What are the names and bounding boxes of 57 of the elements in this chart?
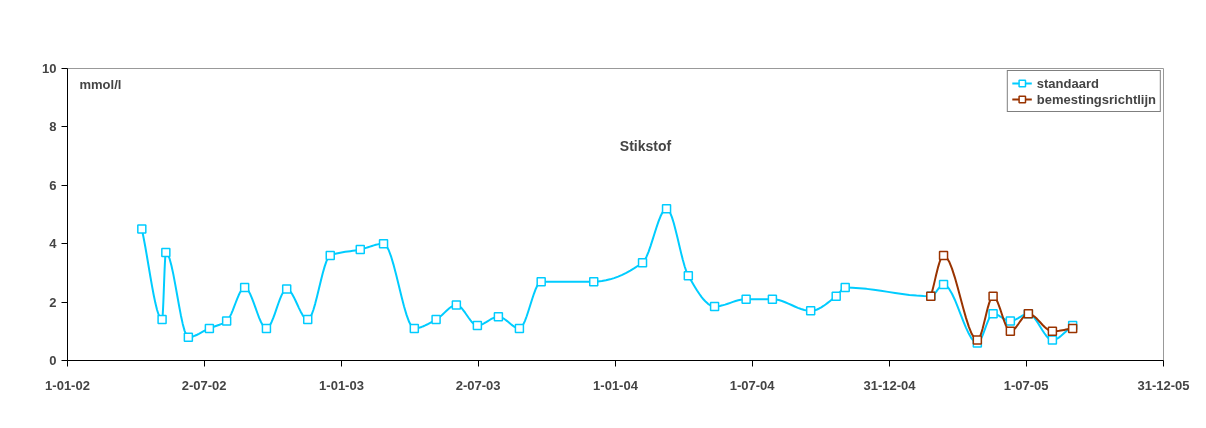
point	[204, 323, 215, 334]
point	[840, 282, 850, 293]
point	[183, 332, 194, 342]
point	[805, 306, 816, 316]
y-tick-label: 2	[49, 294, 57, 310]
point	[988, 291, 998, 302]
y-tick-label: 4	[49, 236, 58, 252]
y-tick-label: 6	[49, 177, 57, 193]
point	[988, 309, 998, 319]
point	[493, 311, 504, 322]
point	[221, 316, 232, 326]
point	[161, 247, 171, 258]
point	[938, 279, 949, 290]
point	[431, 314, 441, 325]
legend-label: standaard	[1036, 75, 1099, 91]
point	[325, 250, 335, 261]
x-tick-label: 1-01-03	[319, 377, 364, 393]
y-axis-title: mmol/l	[79, 76, 122, 92]
y-tick-label: 8	[49, 119, 57, 135]
x-tick-label: 1-01-04	[593, 377, 639, 393]
point	[1005, 326, 1016, 337]
point	[281, 284, 292, 294]
x-tick-label: 31-12-04	[863, 377, 917, 393]
point	[261, 323, 272, 334]
text: Stikstof	[619, 137, 672, 154]
point	[355, 244, 366, 255]
point	[1005, 316, 1016, 326]
point	[767, 294, 778, 304]
point	[661, 203, 672, 214]
point	[472, 320, 483, 331]
x-tick-label: 1-01-02	[45, 377, 90, 393]
point	[831, 291, 841, 302]
point	[157, 314, 167, 325]
point	[302, 314, 313, 325]
point	[938, 250, 949, 261]
x-tick-label: 1-07-05	[1003, 377, 1049, 393]
point	[514, 323, 525, 334]
x-tick-label: 2-07-03	[455, 377, 501, 393]
x-tick-label: 31-12-05	[1137, 377, 1190, 393]
point	[709, 301, 720, 312]
point	[683, 271, 694, 281]
point	[409, 323, 420, 334]
point	[137, 224, 147, 234]
point	[239, 282, 250, 293]
point	[1047, 326, 1058, 337]
point	[378, 238, 389, 249]
point	[1047, 335, 1058, 345]
point	[536, 276, 546, 287]
x-tick-label: 1-07-04	[729, 377, 776, 393]
legend-label: bemestingsrichtlijn	[1036, 91, 1156, 107]
point	[588, 276, 599, 287]
point	[451, 300, 462, 310]
x-tick-label: 2-07-02	[181, 377, 227, 393]
y-tick-label: 0	[49, 353, 57, 368]
point	[637, 257, 648, 268]
point	[741, 294, 751, 304]
y-tick-label: 10	[42, 61, 57, 76]
